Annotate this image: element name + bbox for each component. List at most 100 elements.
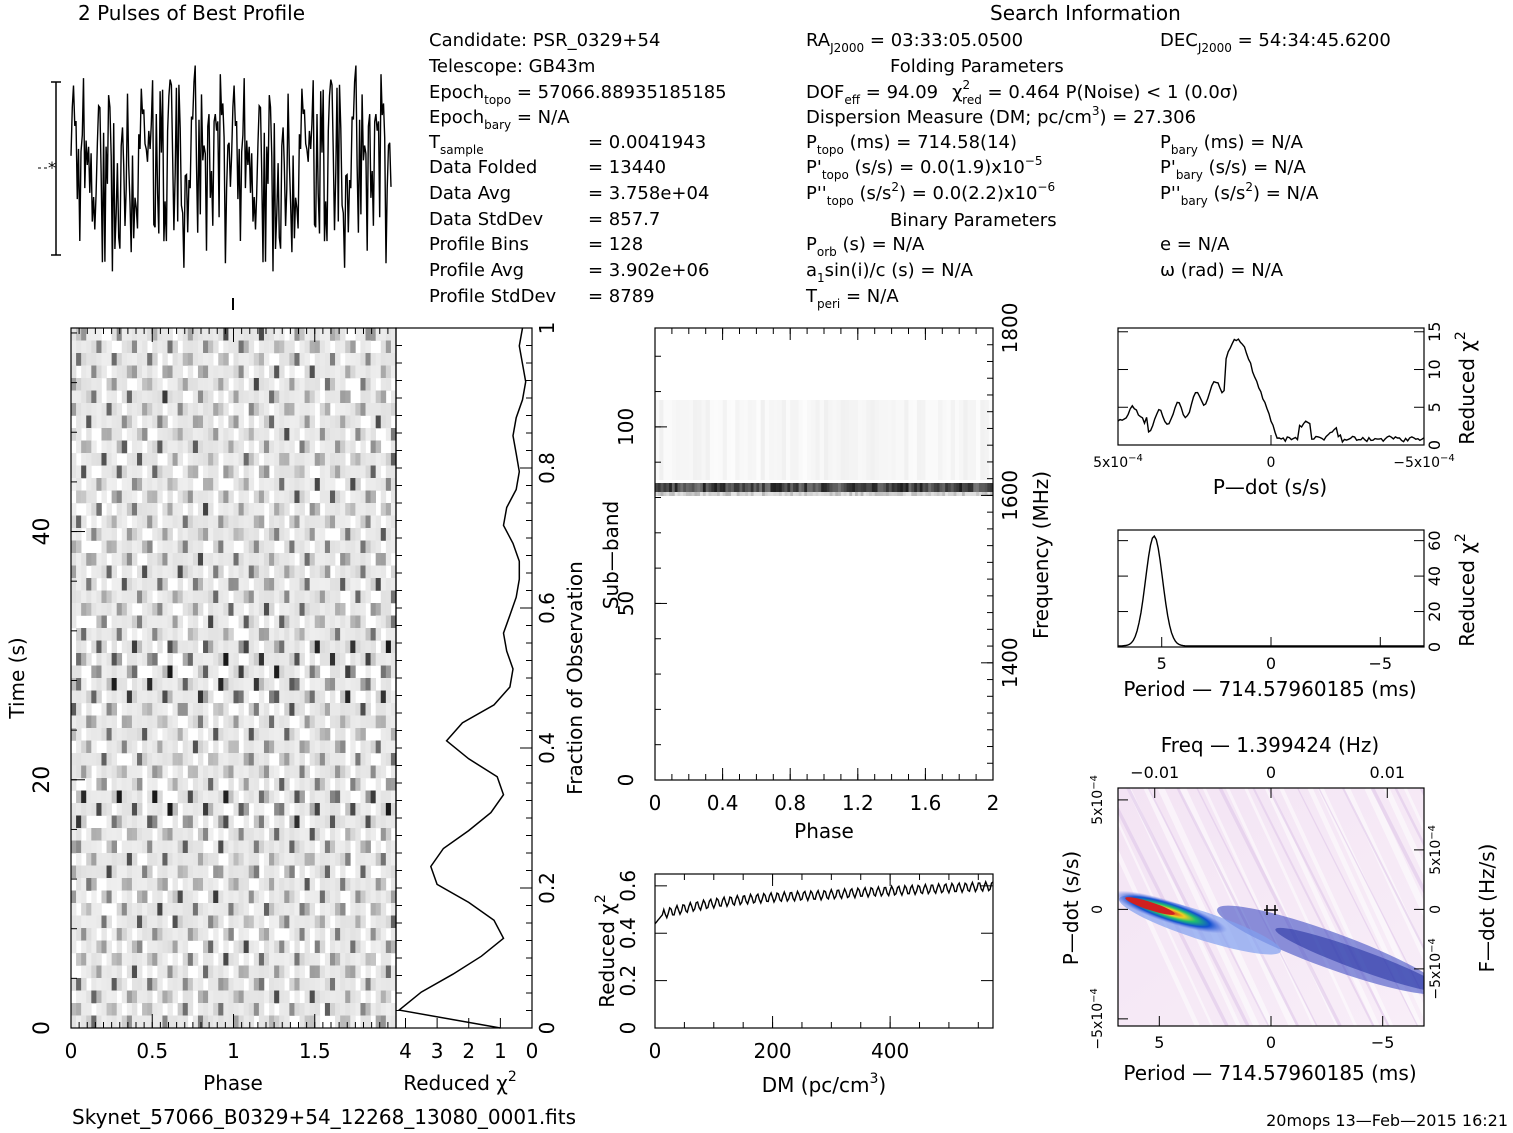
time-phase-cell (269, 578, 275, 591)
time-phase-cell (279, 978, 285, 991)
time-phase-cell (157, 690, 163, 704)
time-phase-cell (360, 428, 366, 441)
time-phase-cell (238, 503, 244, 516)
subband-strong-edge (832, 492, 836, 496)
time-phase-cell (274, 465, 280, 479)
time-phase-cell (137, 803, 143, 816)
time-phase-cell (223, 528, 229, 541)
time-phase-cell (223, 790, 229, 804)
time-phase-cell (81, 990, 87, 1004)
time-phase-cell (340, 990, 346, 1004)
subband-strong-cell (722, 483, 726, 492)
time-phase-cell (208, 365, 214, 379)
time-phase-cell (106, 965, 112, 979)
time-phase-cell (203, 678, 209, 691)
time-phase-cell (304, 378, 310, 391)
time-phase-cell (96, 715, 102, 729)
time-phase-cell (121, 565, 128, 579)
time-phase-cell (228, 415, 234, 429)
time-phase-cell (152, 453, 158, 466)
time-phase-cell (233, 715, 239, 729)
time-phase-cell (350, 615, 356, 629)
time-phase-cell (319, 415, 326, 429)
subband-strong-cell (919, 483, 923, 492)
time-phase-cell (380, 328, 387, 341)
subband-strong-cell (660, 483, 664, 492)
time-phase-cell (162, 603, 168, 616)
time-phase-cell (380, 453, 387, 466)
time-phase-cell (329, 603, 336, 616)
time-phase-cell (304, 978, 310, 991)
time-phase-cell (309, 615, 316, 629)
subband-faint-cell (950, 400, 956, 480)
time-phase-cell (116, 353, 123, 366)
time-phase-cell (223, 878, 229, 891)
time-phase-cell (167, 690, 173, 704)
time-phase-cell (243, 953, 250, 966)
time-phase-cell (365, 878, 371, 891)
time-phase-cell (192, 465, 199, 479)
time-phase-cell (142, 815, 148, 829)
time-phase-cell (370, 378, 376, 391)
subband-faint-cell (693, 400, 698, 480)
time-phase-cell (172, 665, 178, 679)
time-phase-cell (274, 328, 280, 341)
time-phase-cell (157, 815, 163, 829)
time-phase-cell (263, 940, 270, 954)
time-phase-cell (152, 553, 158, 566)
pdtopo-label: P' (806, 157, 822, 178)
time-phase-cell (299, 603, 305, 616)
subband-strong-cell (846, 483, 850, 492)
time-phase-cell (218, 515, 224, 529)
time-phase-cell (167, 653, 173, 666)
time-phase-cell (309, 728, 316, 741)
subband-strong-cell (753, 483, 757, 492)
time-phase-cell (106, 803, 112, 816)
time-phase-cell (340, 765, 346, 779)
time-phase-cell (137, 940, 143, 954)
time-phase-cell (142, 1003, 148, 1016)
time-phase-cell (203, 928, 209, 941)
time-phase-cell (177, 853, 184, 866)
time-phase-cell (81, 403, 87, 416)
subband-strong-cell (959, 483, 963, 492)
time-phase-cell (197, 828, 204, 841)
time-phase-cell (162, 940, 168, 954)
time-phase-cell (248, 853, 255, 866)
time-phase-cell (86, 878, 92, 891)
time-phase-cell (284, 553, 290, 566)
time-phase-cell (213, 990, 219, 1004)
time-phase-cell (131, 578, 138, 591)
time-phase-cell (375, 565, 382, 579)
time-phase-cell (340, 815, 346, 829)
time-phase-cell (238, 390, 244, 404)
time-phase-cell (101, 628, 107, 641)
subband-faint-cell (874, 400, 880, 480)
time-phase-cell (274, 503, 280, 516)
time-chi2-xlabel: Reduced χ2 (403, 1069, 517, 1095)
time-phase-cell (228, 678, 234, 691)
time-phase-cell (228, 340, 234, 354)
time-phase-cell (76, 428, 82, 441)
time-phase-cell (96, 765, 102, 779)
subband-strong-cell (790, 483, 794, 492)
time-phase-cell (137, 465, 143, 479)
time-phase-cell (284, 803, 290, 816)
time-phase-cell (375, 965, 382, 979)
time-phase-cell (309, 565, 316, 579)
time-phase-cell (345, 465, 351, 479)
time-phase-cell (126, 565, 133, 579)
time-phase-cell (192, 340, 199, 354)
time-phase-cell (253, 865, 260, 879)
time-phase-cell (101, 990, 107, 1004)
time-phase-cell (96, 828, 102, 841)
time-phase-cell (228, 840, 234, 854)
time-phase-cell (279, 465, 285, 479)
time-phase-cell (345, 615, 351, 629)
time-phase-cell (167, 728, 173, 741)
subband-strong-cell (694, 483, 698, 492)
time-phase-cell (152, 490, 158, 504)
time-phase-cell (71, 803, 77, 816)
time-phase-cell (269, 828, 275, 841)
time-phase-cell (355, 865, 361, 879)
